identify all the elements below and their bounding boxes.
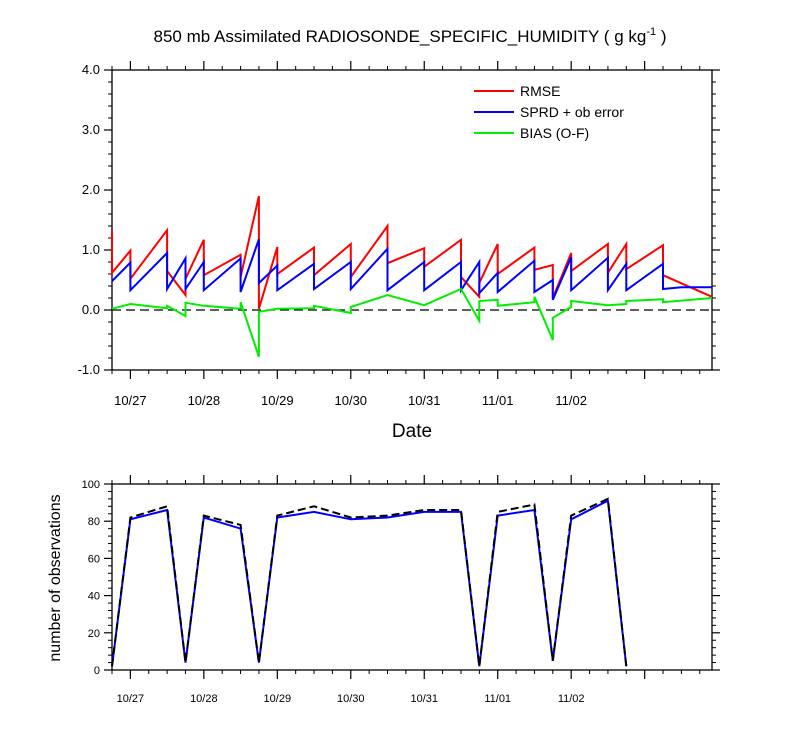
legend-label-2: BIAS (O-F)	[520, 125, 589, 141]
legend-label-0: RMSE	[520, 83, 560, 99]
bottom-y-axis-label: number of observations	[47, 494, 64, 661]
x-tick-label: 11/02	[558, 693, 585, 705]
chart-title: 850 mb Assimilated RADIOSONDE_SPECIFIC_H…	[154, 26, 667, 46]
top-x-axis-label: Date	[392, 421, 432, 442]
series-line-1	[111, 238, 712, 301]
y-tick-label: 60	[88, 553, 100, 565]
bottom-panel: 0 20 40 60 80 100 10/27 10/28 10/29 10/30 10/31 11/…	[82, 475, 720, 705]
x-tick-label: 10/31	[410, 693, 438, 705]
x-tick-label: 11/01	[482, 393, 514, 408]
x-tick-label: 10/27	[117, 693, 145, 705]
x-tick-label: 10/30	[335, 393, 368, 408]
x-tick-label: 11/02	[555, 393, 587, 408]
x-tick-label: 10/29	[264, 693, 292, 705]
y-tick-label: 4.0	[82, 62, 100, 77]
legend-label-1: SPRD + ob error	[520, 104, 624, 120]
y-tick-label: 20	[88, 628, 100, 640]
series-line-1	[111, 497, 628, 667]
y-tick-label: 0	[94, 665, 100, 677]
y-tick-label: -1.0	[78, 362, 100, 377]
y-tick-label: 100	[82, 479, 100, 491]
plot-frame	[111, 69, 713, 371]
y-tick-label: 40	[88, 591, 100, 603]
x-tick-label: 10/31	[408, 393, 441, 408]
y-tick-label: 2.0	[82, 182, 100, 197]
series-line-2	[111, 287, 713, 358]
y-tick-label: 1.0	[82, 242, 100, 257]
x-tick-label: 10/28	[188, 393, 221, 408]
plot-frame	[111, 483, 713, 671]
y-tick-label: 80	[88, 516, 100, 528]
top-panel: -1.0 0.0 1.0 2.0 3.0 4.0 10/27 10/28 10/29 10/30 1…	[78, 61, 720, 408]
x-tick-label: 10/29	[261, 393, 294, 408]
x-tick-label: 10/30	[337, 693, 365, 705]
x-tick-label: 11/01	[484, 693, 511, 705]
x-tick-label: 10/27	[114, 393, 147, 408]
y-tick-label: 3.0	[82, 122, 100, 137]
series-line-0	[111, 499, 628, 667]
x-tick-label: 10/28	[190, 693, 218, 705]
y-tick-label: 0.0	[82, 302, 100, 317]
series-line-0	[111, 195, 713, 310]
